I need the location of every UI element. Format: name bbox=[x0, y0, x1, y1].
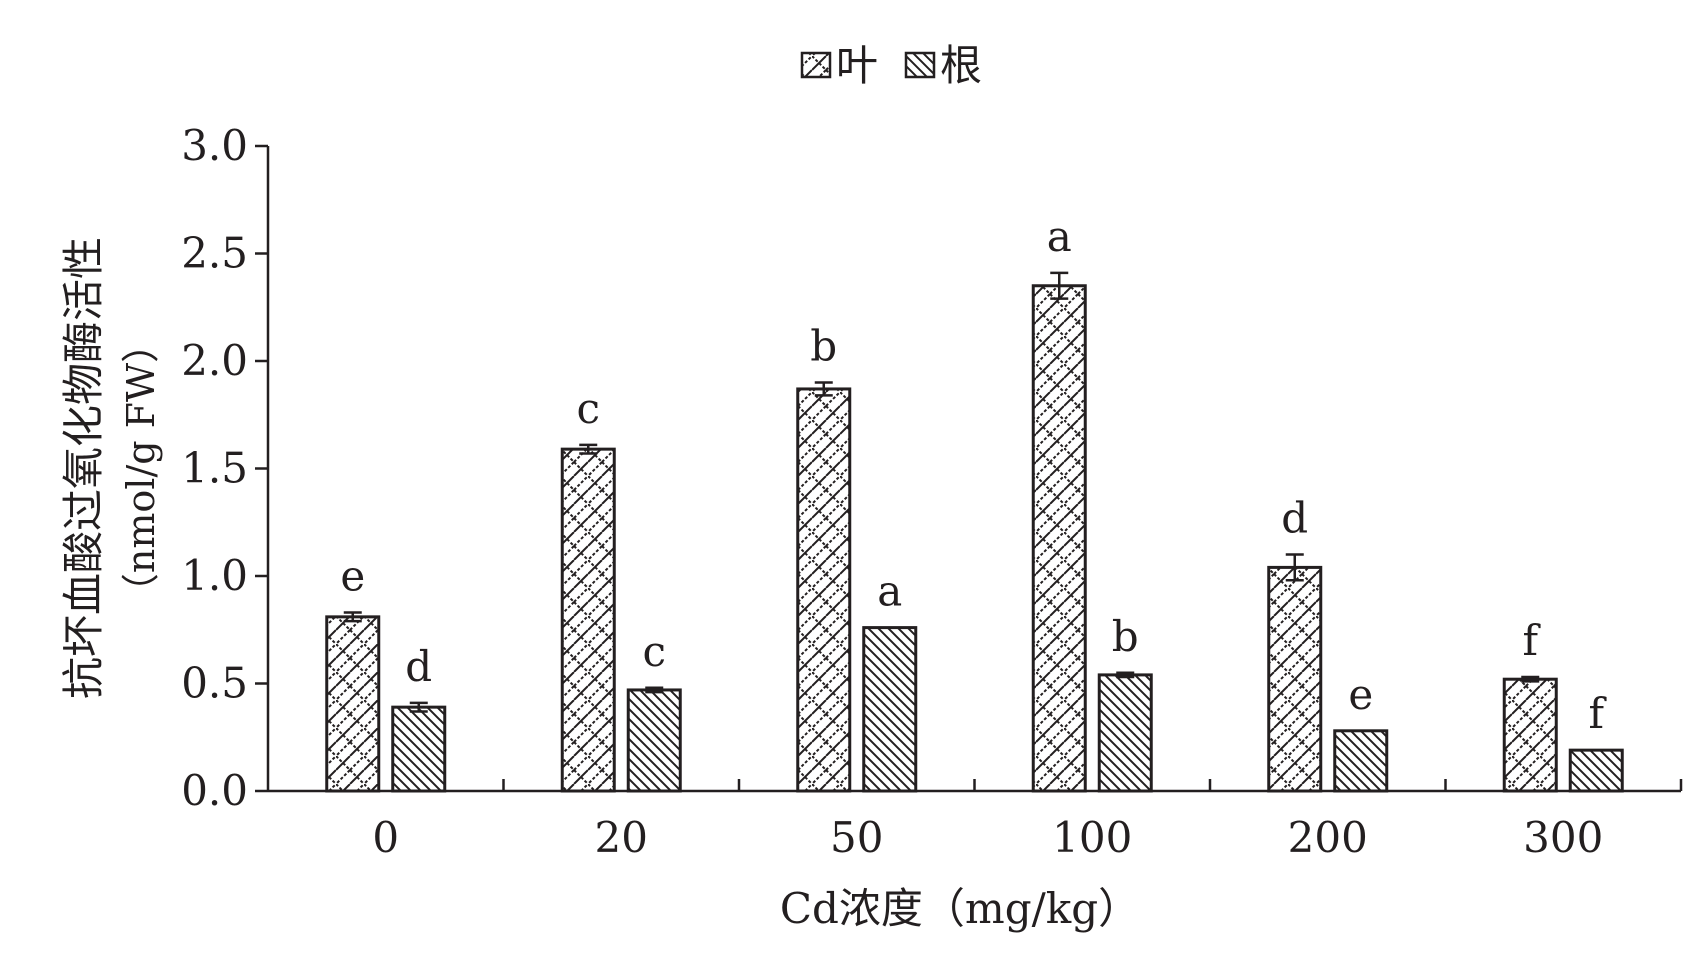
bar-root bbox=[1333, 729, 1389, 793]
x-tick-label: 0 bbox=[372, 813, 399, 862]
axes: 0.0 0.5 1.0 1.5 2.0 2.5 3.0 0 20 50 100 200 300 bbox=[181, 121, 1683, 862]
y-tick-label: 1.0 bbox=[181, 551, 248, 600]
y-axis-unit-label: （nmol/g FW） bbox=[119, 325, 163, 611]
bar-root bbox=[626, 688, 682, 793]
y-tick-label: 2.5 bbox=[181, 229, 248, 278]
bar-leaf bbox=[560, 447, 616, 793]
significance-label: a bbox=[877, 567, 902, 616]
significance-label: d bbox=[405, 642, 432, 691]
bar-leaf bbox=[796, 387, 852, 793]
significance-label: d bbox=[1281, 494, 1308, 543]
y-axis-label: 抗坏血酸过氧化物酶活性 bbox=[59, 237, 108, 699]
bar-root bbox=[391, 705, 447, 793]
legend: 叶 根 bbox=[800, 41, 982, 90]
significance-label: a bbox=[1047, 212, 1072, 261]
legend-swatch-root bbox=[904, 51, 936, 79]
bar-root bbox=[862, 626, 918, 793]
x-tick-label: 200 bbox=[1288, 813, 1368, 862]
legend-swatch-leaf bbox=[800, 51, 832, 79]
significance-label: b bbox=[810, 322, 837, 371]
bar-leaf bbox=[1502, 677, 1558, 793]
bar-leaf bbox=[1031, 284, 1087, 793]
significance-label: b bbox=[1112, 612, 1139, 661]
y-tick-label: 1.5 bbox=[181, 444, 248, 493]
legend-label-root: 根 bbox=[940, 41, 982, 90]
y-tick-label: 2.0 bbox=[181, 336, 248, 385]
significance-label: f bbox=[1522, 616, 1541, 665]
x-ticks: 0 20 50 100 200 300 bbox=[372, 779, 1683, 862]
x-axis-label: Cd浓度（mg/kg） bbox=[780, 884, 1140, 933]
significance-label: c bbox=[576, 384, 600, 433]
bar-leaf bbox=[325, 615, 381, 793]
significance-label: c bbox=[642, 627, 666, 676]
y-tick-label: 0.5 bbox=[181, 659, 248, 708]
x-tick-label: 20 bbox=[595, 813, 648, 862]
x-tick-label: 50 bbox=[830, 813, 883, 862]
legend-label-leaf: 叶 bbox=[836, 41, 878, 90]
bar-root bbox=[1097, 673, 1153, 793]
y-axis-label-group: 抗坏血酸过氧化物酶活性 （nmol/g FW） bbox=[59, 237, 163, 699]
bar-leaf bbox=[1267, 565, 1323, 793]
y-ticks: 0.0 0.5 1.0 1.5 2.0 2.5 3.0 bbox=[181, 121, 268, 815]
significance-label: e bbox=[1348, 670, 1373, 719]
x-tick-label: 100 bbox=[1052, 813, 1132, 862]
x-tick-label: 300 bbox=[1523, 813, 1603, 862]
significance-label: f bbox=[1588, 689, 1607, 738]
y-tick-label: 0.0 bbox=[181, 766, 248, 815]
significance-label: e bbox=[340, 552, 365, 601]
bar-root bbox=[1568, 748, 1624, 793]
y-tick-label: 3.0 bbox=[181, 121, 248, 170]
